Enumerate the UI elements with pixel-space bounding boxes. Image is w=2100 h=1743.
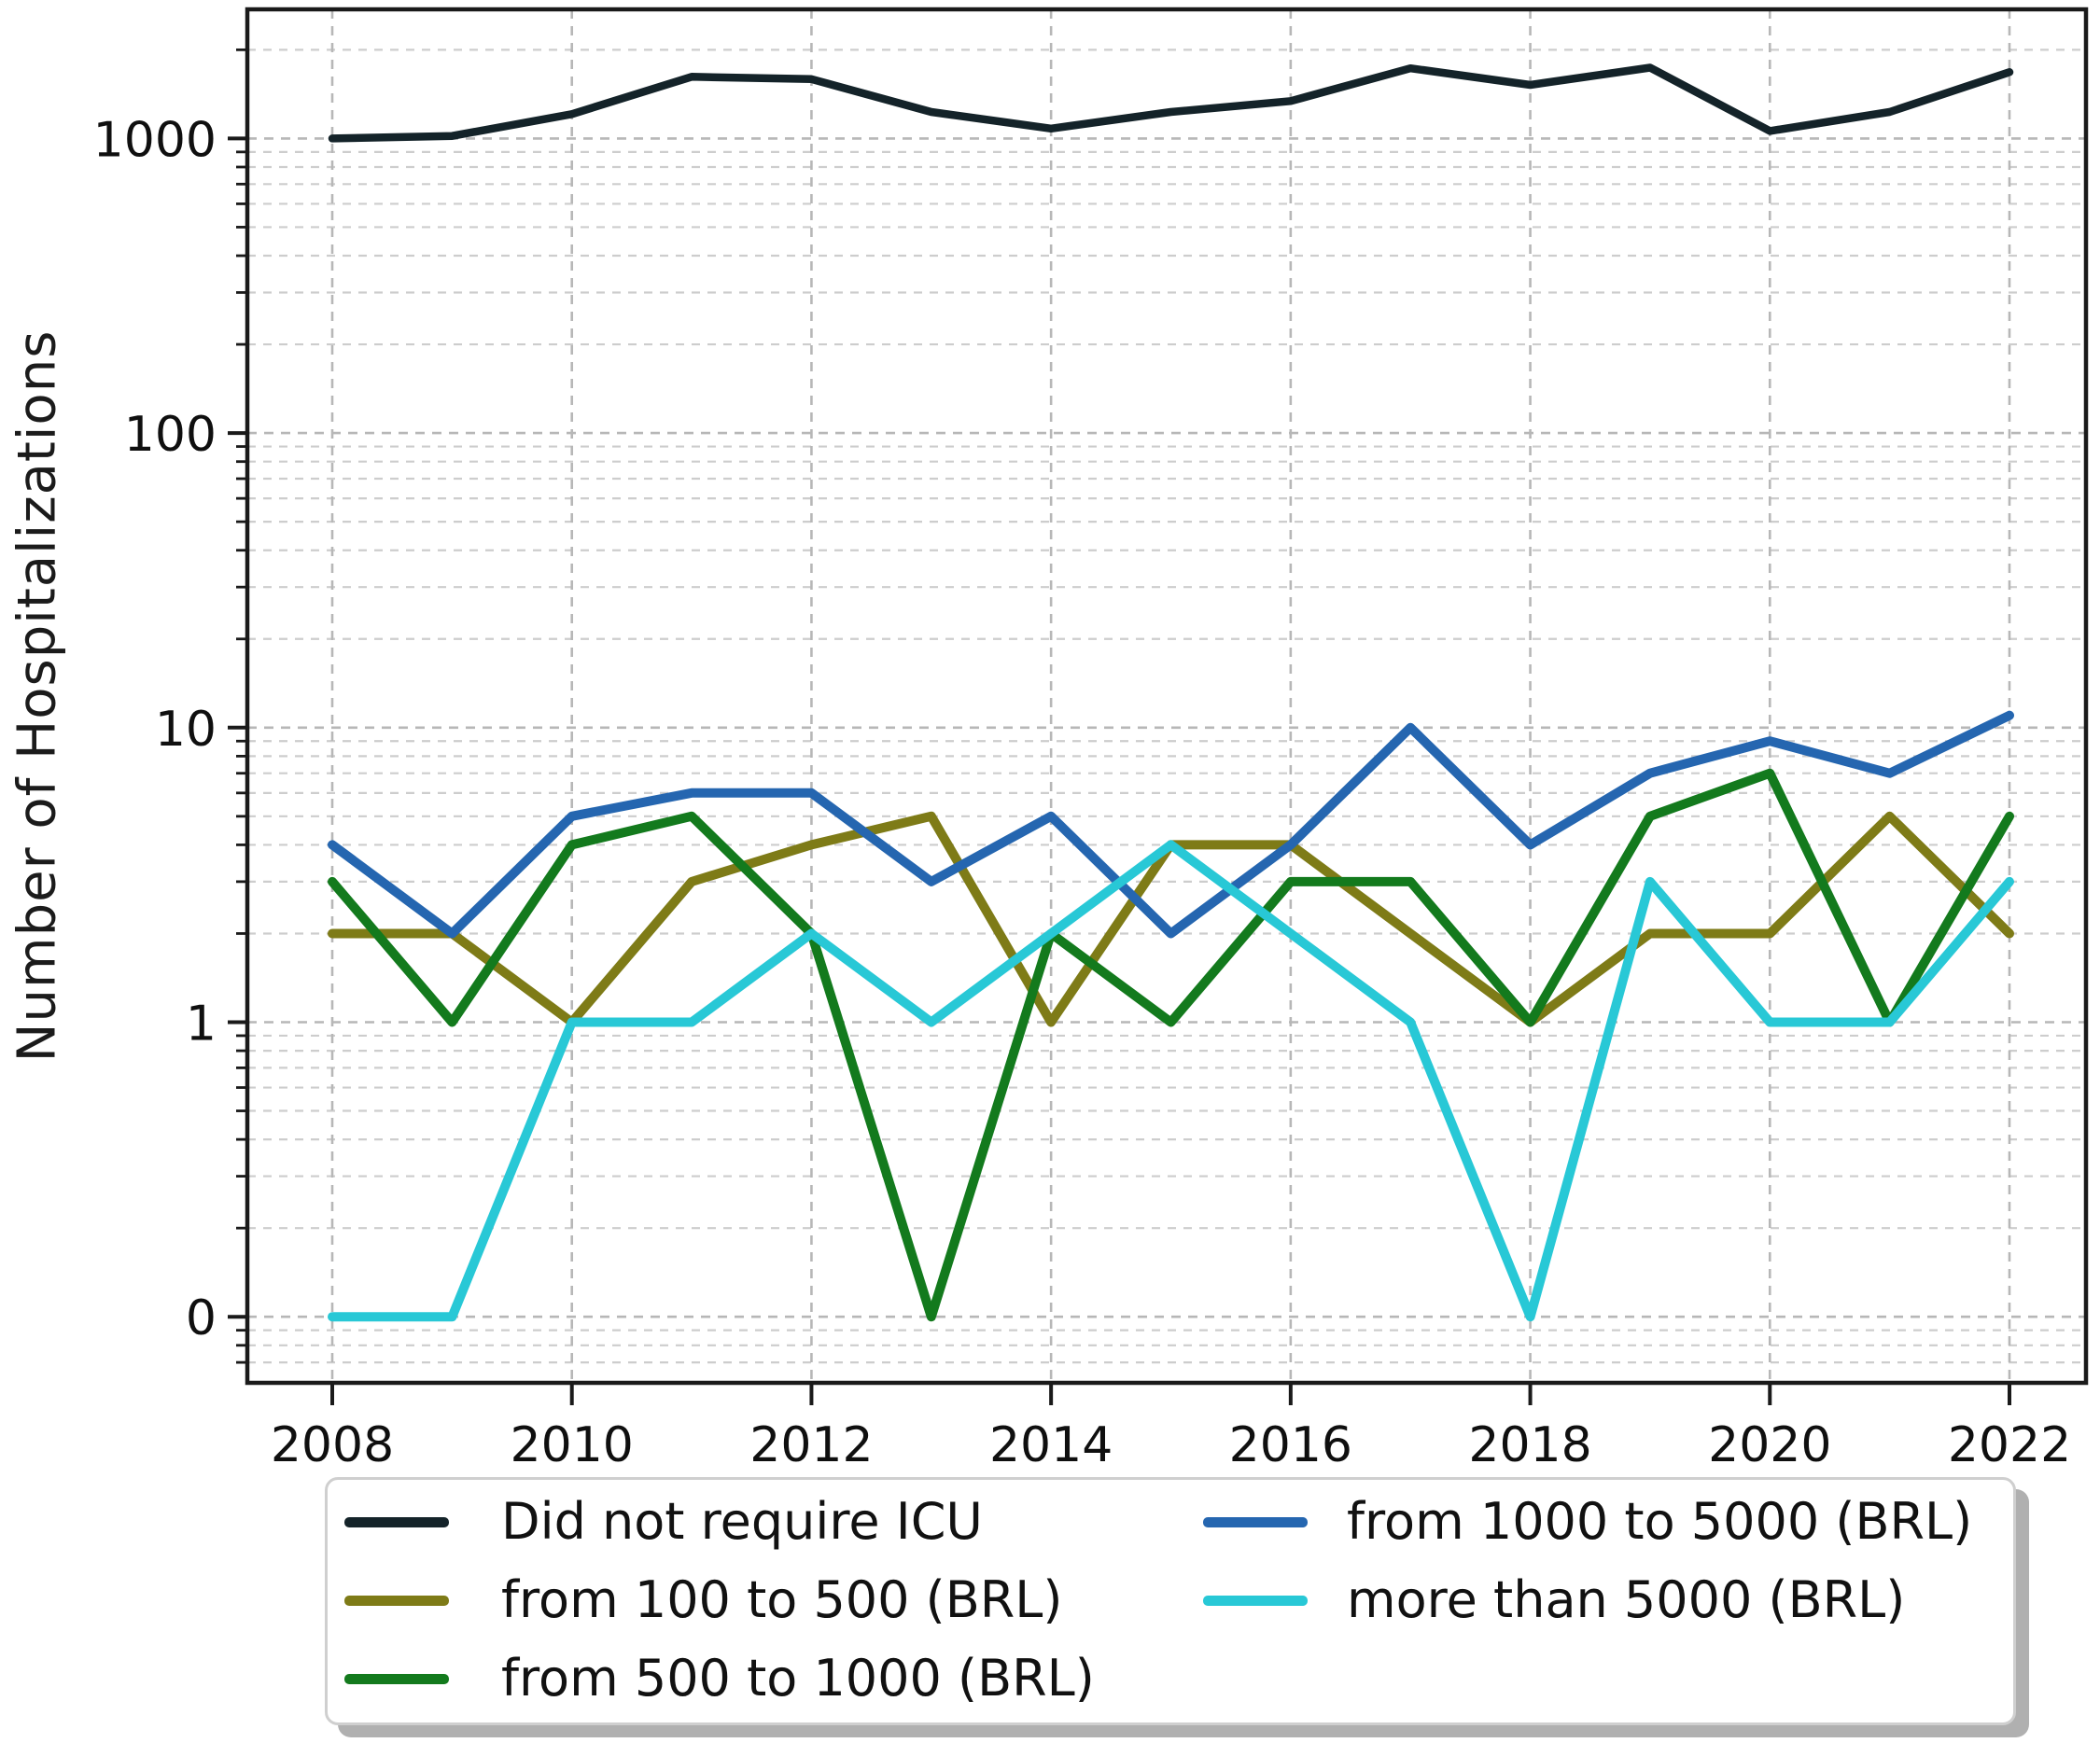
series-line-4 xyxy=(328,840,2014,1322)
legend-label: more than 5000 (BRL) xyxy=(1347,1570,1906,1629)
x-tick-label: 2014 xyxy=(989,1417,1113,1473)
y-tick-label: 0 xyxy=(186,1290,217,1346)
legend-label: Did not require ICU xyxy=(501,1492,983,1551)
legend-swatch-did-not-require-icu xyxy=(344,1517,449,1527)
x-tick-label: 2008 xyxy=(271,1417,394,1473)
grid-minor xyxy=(247,49,2086,1364)
legend-swatch-from-1000-to-5000 xyxy=(1203,1517,1308,1527)
legend-swatch-from-100-to-500 xyxy=(344,1596,449,1606)
y-tick-label: 1000 xyxy=(93,112,217,168)
y-tick-label: 10 xyxy=(155,702,217,758)
legend: Did not require ICU from 100 to 500 (BRL… xyxy=(325,1477,2016,1725)
legend-label: from 500 to 1000 (BRL) xyxy=(501,1649,1095,1708)
legend-swatch-from-500-to-1000 xyxy=(344,1674,449,1684)
y-tick-label: 1 xyxy=(186,997,217,1053)
x-tick-label: 2022 xyxy=(1948,1417,2071,1473)
legend-swatch-more-than-5000 xyxy=(1203,1596,1308,1606)
x-tick-label: 2010 xyxy=(511,1417,634,1473)
x-tick-label: 2020 xyxy=(1708,1417,1831,1473)
series-line-0 xyxy=(328,63,2014,143)
x-tick-label: 2018 xyxy=(1468,1417,1591,1473)
legend-label: from 1000 to 5000 (BRL) xyxy=(1347,1492,1973,1551)
x-tick-label: 2012 xyxy=(749,1417,873,1473)
series-line-3 xyxy=(328,710,2014,939)
plot-frame xyxy=(245,7,2089,1386)
x-tick-label: 2016 xyxy=(1229,1417,1352,1473)
series-line-2 xyxy=(328,768,2014,1322)
legend-label: from 100 to 500 (BRL) xyxy=(501,1570,1063,1629)
y-tick-label: 100 xyxy=(124,407,217,463)
grid-major xyxy=(247,9,2086,1383)
y-axis-label: Number of Hospitalizations xyxy=(7,329,68,1063)
